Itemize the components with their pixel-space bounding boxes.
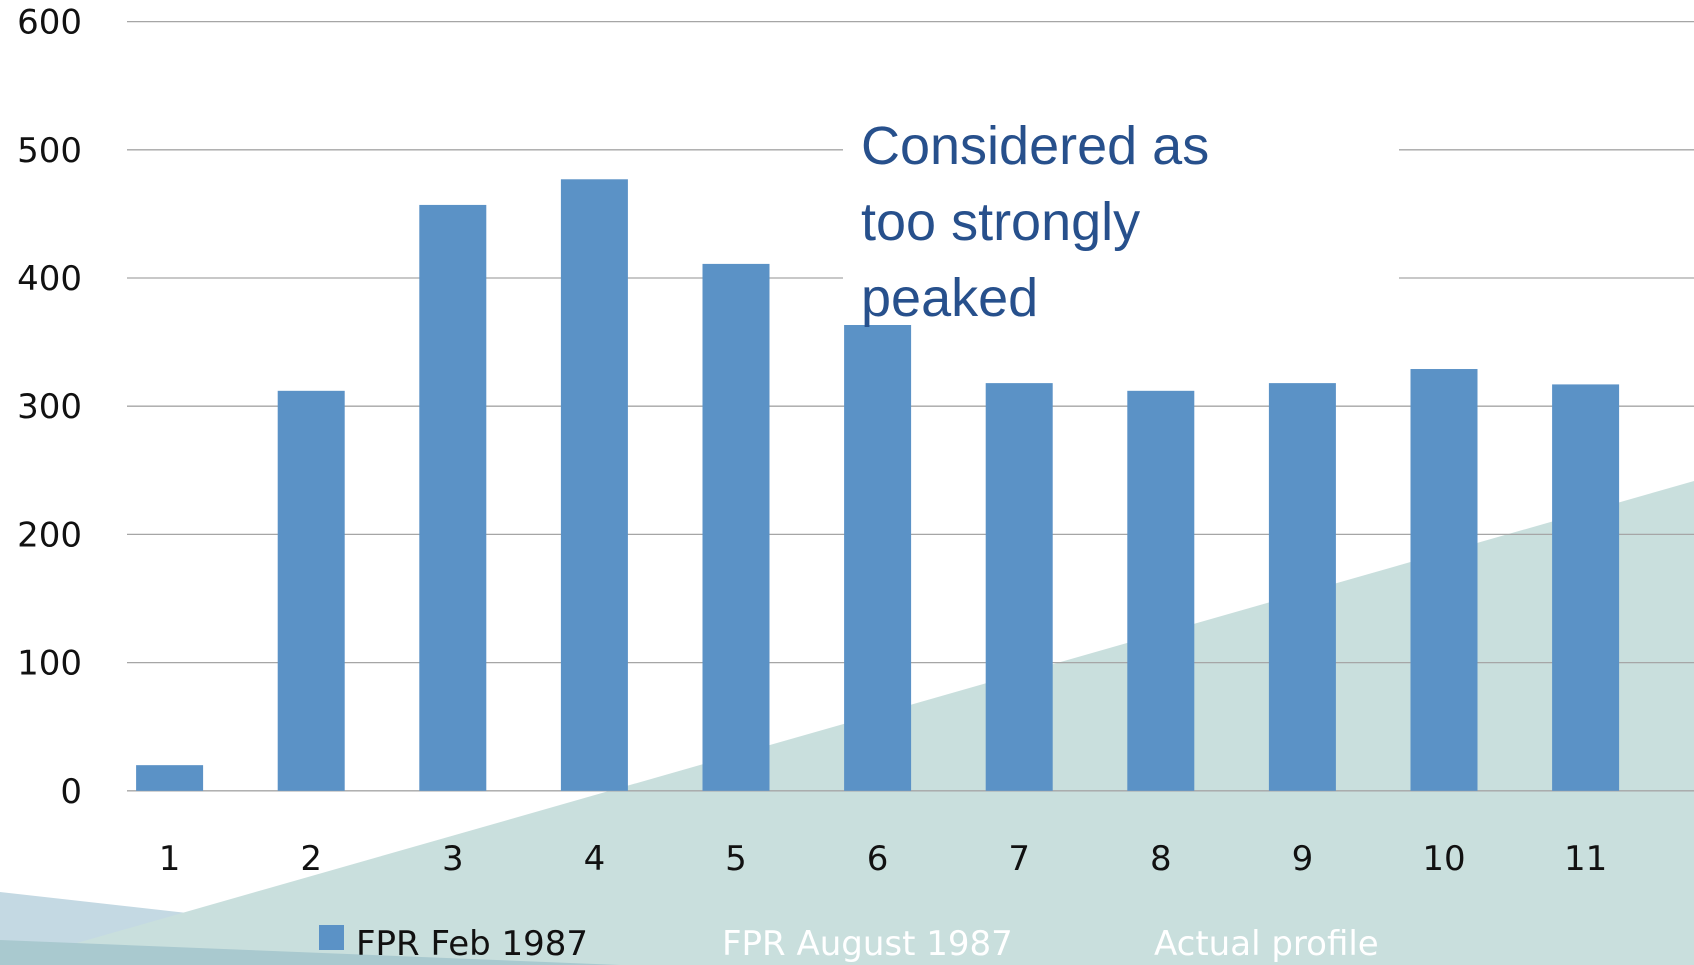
y-tick-label: 400 <box>17 259 82 299</box>
x-tick-label: 8 <box>1150 839 1172 879</box>
x-tick-label: 4 <box>584 839 606 879</box>
x-tick-label: 10 <box>1422 839 1465 879</box>
bar <box>1127 390 1195 791</box>
y-tick-label: 100 <box>17 644 82 684</box>
x-tick-label: 2 <box>300 839 322 879</box>
bar <box>136 765 204 791</box>
bar <box>702 263 770 791</box>
legend-label: FPR Feb 1987 <box>356 924 588 964</box>
y-tick-label: 600 <box>17 3 82 43</box>
bar <box>277 390 345 791</box>
y-tick-label: 500 <box>17 131 82 171</box>
x-tick-label: 1 <box>159 839 181 879</box>
y-tick-label: 200 <box>17 515 82 555</box>
bar <box>844 308 912 791</box>
x-tick-label: 11 <box>1564 839 1607 879</box>
bar <box>1552 384 1620 791</box>
legend-swatch <box>319 925 344 950</box>
legend-label: FPR August 1987 <box>722 924 1013 964</box>
annotation: peaked <box>861 268 1038 328</box>
annotation: too strongly <box>861 192 1140 252</box>
x-tick-label: 9 <box>1292 839 1314 879</box>
x-tick-label: 5 <box>725 839 747 879</box>
x-tick-label: 7 <box>1008 839 1030 879</box>
x-tick-label: 6 <box>867 839 889 879</box>
bar <box>1410 369 1478 791</box>
y-tick-label: 300 <box>17 387 82 427</box>
bar <box>1268 383 1336 791</box>
legend-label: Actual profile <box>1154 924 1379 964</box>
bar <box>419 204 487 791</box>
annotation-box <box>843 110 1399 325</box>
y-tick-label: 0 <box>60 772 82 812</box>
bar <box>985 383 1053 791</box>
bar <box>560 179 628 791</box>
x-tick-label: 3 <box>442 839 464 879</box>
annotation: Considered as <box>861 116 1209 176</box>
background-overlap <box>0 940 620 965</box>
